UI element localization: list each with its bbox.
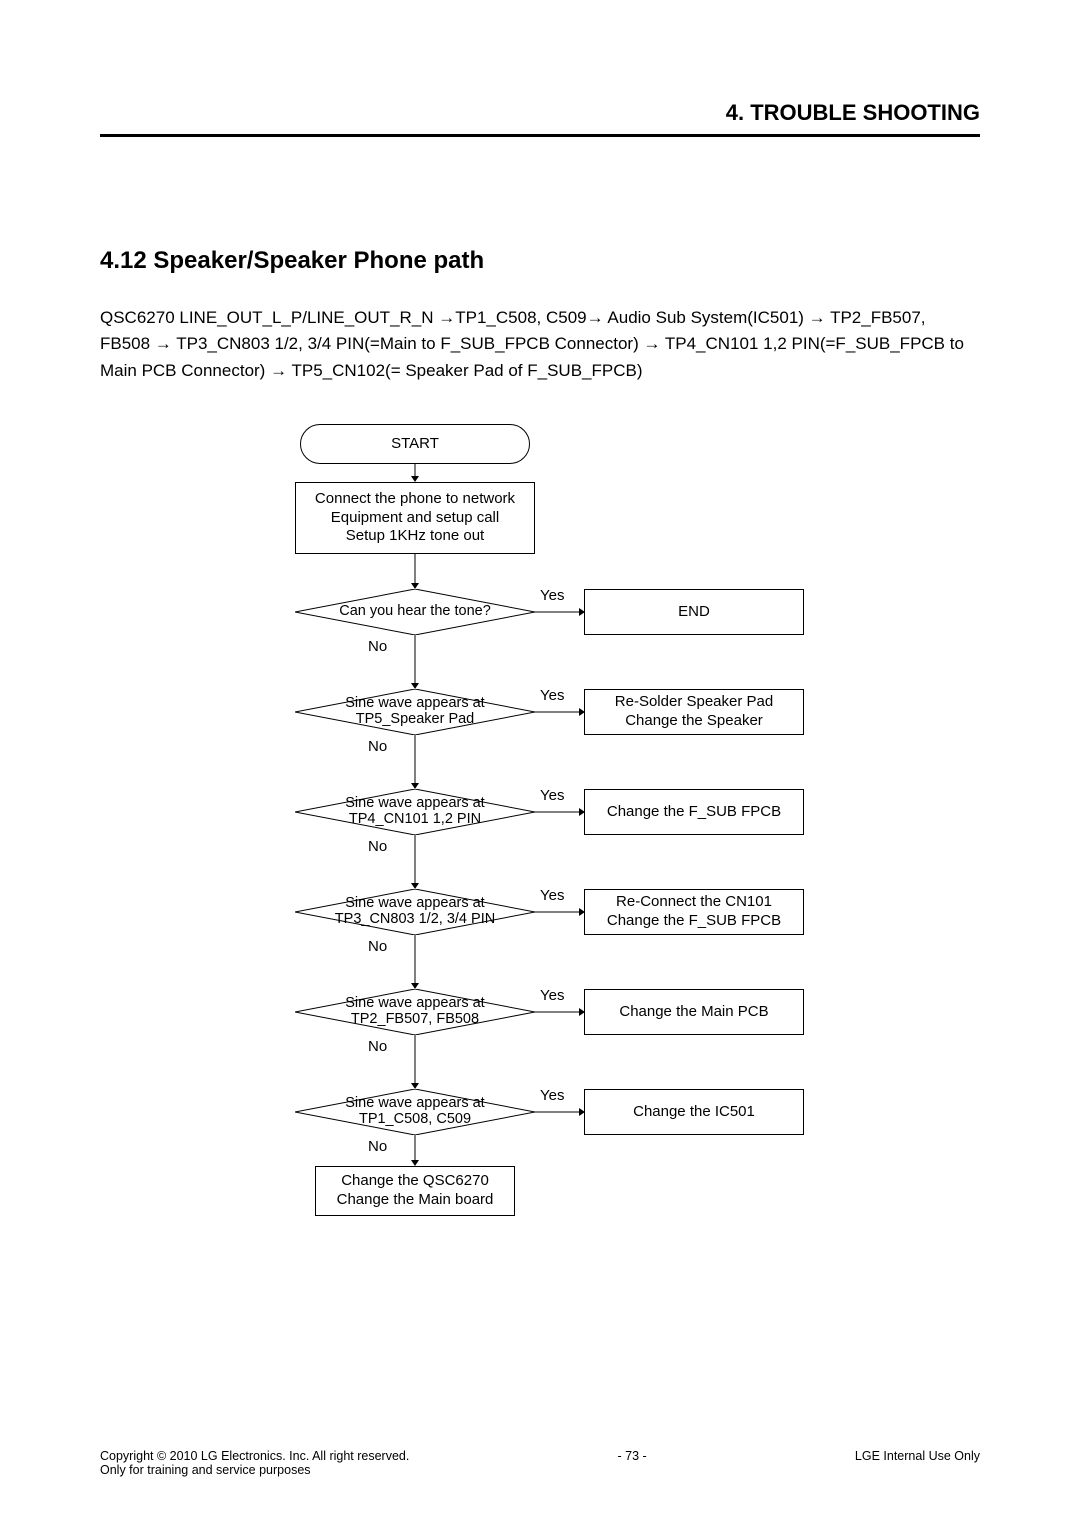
node-a4-l2: Change the F_SUB FPCB — [607, 912, 781, 931]
arrow — [535, 907, 585, 917]
node-d4-l2: TP3_CN803 1/2, 3/4 PIN — [335, 912, 495, 928]
arrow — [410, 935, 420, 989]
label-no: No — [368, 738, 387, 755]
arrow — [410, 1135, 420, 1166]
node-setup-l1: Connect the phone to network — [315, 490, 515, 509]
node-d5: Sine wave appears at TP2_FB507, FB508 — [295, 989, 535, 1035]
arrow — [410, 554, 420, 589]
section-title: 4.12 Speaker/Speaker Phone path — [100, 247, 980, 275]
label-yes: Yes — [540, 987, 564, 1004]
label-yes: Yes — [540, 887, 564, 904]
node-a4-l1: Re-Connect the CN101 — [616, 893, 772, 912]
arrow — [410, 464, 420, 482]
node-d6-l2: TP1_C508, C509 — [359, 1112, 471, 1128]
node-final-l2: Change the Main board — [337, 1191, 494, 1210]
node-d6: Sine wave appears at TP1_C508, C509 — [295, 1089, 535, 1135]
node-final: Change the QSC6270 Change the Main board — [315, 1166, 515, 1216]
node-d6-l1: Sine wave appears at — [345, 1096, 484, 1112]
arrow — [535, 1107, 585, 1117]
label-no: No — [368, 838, 387, 855]
footer-page-number: - 73 - — [618, 1449, 647, 1477]
node-final-l1: Change the QSC6270 — [341, 1172, 489, 1191]
node-d3-l2: TP4_CN101 1,2 PIN — [349, 812, 481, 828]
node-a3-label: Change the F_SUB FPCB — [607, 803, 781, 822]
node-a3: Change the F_SUB FPCB — [584, 789, 804, 835]
label-yes: Yes — [540, 787, 564, 804]
header-rule — [100, 134, 980, 137]
node-d5-l2: TP2_FB507, FB508 — [351, 1012, 479, 1028]
node-d4: Sine wave appears at TP3_CN803 1/2, 3/4 … — [295, 889, 535, 935]
footer-copyright-l2: Only for training and service purposes — [100, 1463, 409, 1477]
arrow — [535, 607, 585, 617]
node-d1: Can you hear the tone? — [295, 589, 535, 635]
intro-paragraph: QSC6270 LINE_OUT_L_P/LINE_OUT_R_N →TP1_C… — [100, 305, 980, 384]
node-start-label: START — [391, 435, 439, 454]
footer-right-label: LGE Internal Use Only — [855, 1449, 980, 1477]
arrow — [535, 707, 585, 717]
chapter-header: 4. TROUBLE SHOOTING — [100, 100, 980, 126]
flowchart-diagram: START Connect the phone to network Equip… — [200, 424, 920, 1214]
page-footer: Copyright © 2010 LG Electronics. Inc. Al… — [100, 1449, 980, 1477]
node-setup: Connect the phone to network Equipment a… — [295, 482, 535, 554]
node-a2: Re-Solder Speaker Pad Change the Speaker — [584, 689, 804, 735]
arrow — [410, 1035, 420, 1089]
node-d3-l1: Sine wave appears at — [345, 796, 484, 812]
label-yes: Yes — [540, 587, 564, 604]
node-a2-l1: Re-Solder Speaker Pad — [615, 693, 773, 712]
node-setup-l3: Setup 1KHz tone out — [346, 527, 484, 546]
node-d4-l1: Sine wave appears at — [345, 896, 484, 912]
arrow — [535, 1007, 585, 1017]
arrow — [410, 835, 420, 889]
node-a5: Change the Main PCB — [584, 989, 804, 1035]
node-d3: Sine wave appears at TP4_CN101 1,2 PIN — [295, 789, 535, 835]
node-start: START — [300, 424, 530, 464]
node-setup-l2: Equipment and setup call — [331, 509, 499, 528]
node-a5-label: Change the Main PCB — [619, 1003, 768, 1022]
node-end-label: END — [678, 603, 710, 622]
node-d2-l1: Sine wave appears at — [345, 696, 484, 712]
node-a2-l2: Change the Speaker — [625, 712, 763, 731]
node-a6-label: Change the IC501 — [633, 1103, 755, 1122]
arrow — [410, 735, 420, 789]
arrow — [535, 807, 585, 817]
footer-copyright-l1: Copyright © 2010 LG Electronics. Inc. Al… — [100, 1449, 409, 1463]
label-yes: Yes — [540, 687, 564, 704]
node-end: END — [584, 589, 804, 635]
node-a6: Change the IC501 — [584, 1089, 804, 1135]
label-no: No — [368, 938, 387, 955]
label-no: No — [368, 1038, 387, 1055]
node-d1-label: Can you hear the tone? — [339, 604, 491, 620]
label-no: No — [368, 638, 387, 655]
node-d2-l2: TP5_Speaker Pad — [356, 712, 475, 728]
arrow — [410, 635, 420, 689]
node-d5-l1: Sine wave appears at — [345, 996, 484, 1012]
label-yes: Yes — [540, 1087, 564, 1104]
node-d2: Sine wave appears at TP5_Speaker Pad — [295, 689, 535, 735]
label-no: No — [368, 1138, 387, 1155]
node-a4: Re-Connect the CN101 Change the F_SUB FP… — [584, 889, 804, 935]
